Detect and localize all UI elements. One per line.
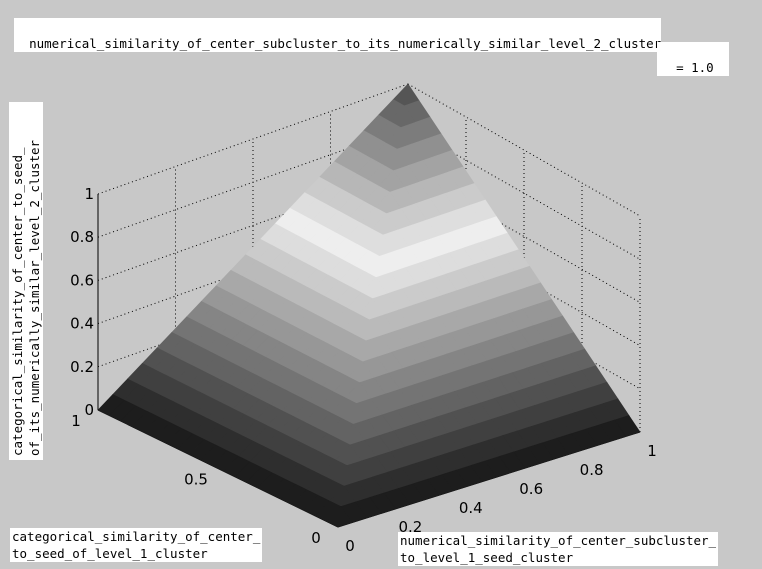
x-tick-label: 0.6 [519, 480, 543, 498]
z-axis-label-line-2: of_its_numerically_similar_level_2_clust… [27, 139, 42, 456]
grid-line [97, 83, 409, 195]
x-tick-label: 0.2 [398, 518, 422, 536]
chart-title-text: numerical_similarity_of_center_subcluste… [29, 36, 662, 51]
x-tick-label: 0.4 [459, 499, 483, 517]
y-axis-label-line-2: to_seed_of_level_1_cluster [12, 546, 208, 561]
z-tick-label: 0.4 [70, 315, 94, 333]
grid-line [97, 169, 409, 281]
surface-cell [326, 506, 353, 528]
z-tick-label: 0.6 [70, 271, 94, 289]
grid-line [407, 83, 641, 217]
x-tick-label: 1 [647, 442, 657, 460]
z-axis-label-line-1: categorical_similarity_of_center_to_seed… [10, 147, 25, 456]
y-axis-label-line-1: categorical_similarity_of_center_ [12, 529, 261, 544]
parameter-box: = 1.0 [657, 42, 729, 76]
y-tick-label: 1 [71, 412, 81, 430]
y-tick-label: 0.5 [184, 471, 208, 489]
x-axis-label-line-2: to_level_1_seed_cluster [400, 550, 574, 565]
z-axis-label: categorical_similarity_of_center_to_seed… [9, 102, 43, 460]
x-axis-label: numerical_similarity_of_center_subcluste… [398, 532, 719, 566]
z-tick-label: 0.2 [70, 358, 94, 376]
x-tick-label: 0 [345, 537, 355, 555]
z-tick-label: 0.8 [70, 228, 94, 246]
z-tick-label: 1 [84, 185, 94, 203]
y-tick-label: 0 [311, 529, 321, 547]
y-axis-label: categorical_similarity_of_center_ to_seed… [10, 528, 263, 562]
surface [97, 83, 641, 528]
x-tick-label: 0.8 [580, 461, 604, 479]
chart-title: numerical_similarity_of_center_subcluste… [14, 18, 662, 52]
x-axis-label-line-1: numerical_similarity_of_center_subcluste… [400, 533, 717, 548]
parameter-text: = 1.0 [676, 60, 714, 75]
z-tick-label: 0 [84, 401, 94, 419]
